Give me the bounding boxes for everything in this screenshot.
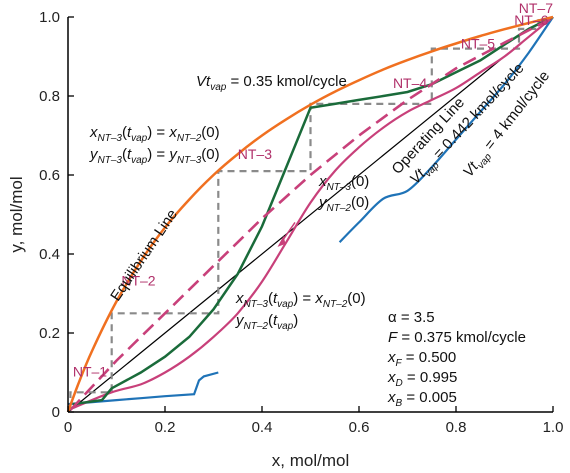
y-tick-label: 0.2 bbox=[39, 325, 60, 342]
math-part: ) = bbox=[147, 146, 169, 163]
math-part: t bbox=[127, 146, 132, 163]
math-sub: vap bbox=[131, 155, 148, 166]
label-sub: F bbox=[396, 358, 403, 369]
math-part: (0) bbox=[201, 124, 219, 141]
math-part: ( bbox=[268, 290, 273, 307]
math-annotation-6: yNT–2(tvap) bbox=[235, 312, 298, 332]
series-line-operating bbox=[69, 17, 552, 411]
math-part: ) = bbox=[293, 290, 315, 307]
math-annotation-4: yNT–2(0) bbox=[318, 194, 369, 214]
label-var: x bbox=[387, 349, 396, 366]
math-sub: NT–3 bbox=[98, 133, 123, 144]
stage-label: NT–7 bbox=[519, 0, 553, 16]
stage-label: NT–5 bbox=[461, 36, 495, 52]
math-annotation-5: xNT–3(tvap) = xNT–2(0) bbox=[235, 290, 366, 310]
math-part: (0) bbox=[347, 290, 365, 307]
series-line-pink bbox=[72, 16, 554, 410]
label-sub: D bbox=[396, 378, 403, 389]
math-part: x bbox=[89, 124, 98, 141]
math-sub: NT–3 bbox=[98, 155, 123, 166]
x-tick-label: 0 bbox=[64, 419, 72, 436]
math-sub: vap bbox=[277, 299, 294, 310]
math-sub: NT–3 bbox=[177, 155, 202, 166]
stage-label: NT–2 bbox=[121, 273, 155, 289]
x-tick-label: 0.8 bbox=[446, 419, 467, 436]
math-sub: NT–2 bbox=[323, 299, 348, 310]
x-tick-label: 0.4 bbox=[252, 419, 273, 436]
math-part: t bbox=[273, 290, 278, 307]
math-annotation-2: yNT–3(tvap) = yNT–3(0) bbox=[89, 146, 220, 166]
series-label-green: Vtvap = 0.35 kmol/cycle bbox=[196, 73, 347, 93]
param-xD: xD = 0.995 bbox=[387, 369, 457, 389]
math-part: y bbox=[235, 312, 245, 329]
math-part: x bbox=[314, 290, 323, 307]
y-tick-label: 0 bbox=[52, 404, 60, 421]
stage-label: NT–3 bbox=[238, 146, 272, 162]
math-part: t bbox=[127, 124, 132, 141]
math-sub: NT–2 bbox=[244, 321, 269, 332]
math-part: t bbox=[273, 312, 278, 329]
math-part: (0) bbox=[351, 194, 369, 211]
math-sub: NT–3 bbox=[244, 299, 269, 310]
x-tick-label: 0.6 bbox=[349, 419, 370, 436]
series-label-equilibrium: Equilibrium Line bbox=[107, 206, 181, 304]
math-sub: NT–3 bbox=[327, 182, 352, 193]
math-part: (0) bbox=[351, 173, 369, 190]
label-var: x bbox=[387, 369, 396, 386]
series-line-blue-upper bbox=[338, 16, 554, 243]
math-part: ) = bbox=[147, 124, 169, 141]
label-rest: = 0.35 kmol/cycle bbox=[226, 73, 346, 90]
math-part: ( bbox=[122, 124, 127, 141]
param-xF: xF = 0.500 bbox=[387, 349, 456, 369]
math-sub: vap bbox=[277, 321, 294, 332]
math-part: (0) bbox=[201, 146, 219, 163]
y-axis-title: y, mol/mol bbox=[7, 176, 26, 252]
param-alpha: α = 3.5 bbox=[388, 309, 435, 326]
label-var: x bbox=[387, 389, 396, 406]
label-var: Vt bbox=[196, 73, 211, 90]
x-tick-label: 0.2 bbox=[155, 419, 176, 436]
x-tick-label: 1.0 bbox=[543, 419, 564, 436]
math-part: x bbox=[318, 173, 327, 190]
math-sub: NT–2 bbox=[327, 203, 352, 214]
math-part: ) bbox=[293, 312, 298, 329]
math-part: y bbox=[318, 194, 328, 211]
label-rest: = 0.500 bbox=[402, 349, 457, 366]
math-part: y bbox=[168, 146, 178, 163]
math-annotation-3: xNT–3(0) bbox=[318, 173, 369, 193]
math-sub: NT–2 bbox=[177, 133, 202, 144]
y-tick-label: 1.0 bbox=[39, 9, 60, 26]
y-tick-label: 0.6 bbox=[39, 167, 60, 184]
label-rest: = 0.375 kmol/cycle bbox=[397, 329, 526, 346]
stage-label: NT–4 bbox=[393, 75, 427, 91]
y-tick-label: 0.4 bbox=[39, 246, 60, 263]
series-line-green bbox=[72, 15, 554, 406]
math-part: ( bbox=[122, 146, 127, 163]
math-part: x bbox=[168, 124, 177, 141]
label-var: F bbox=[388, 329, 398, 346]
param-xB: xB = 0.005 bbox=[387, 389, 457, 409]
param-F: F = 0.375 kmol/cycle bbox=[388, 329, 526, 346]
direction-arrow-head bbox=[277, 235, 286, 247]
stage-label: NT–6 bbox=[514, 12, 548, 28]
math-sub: vap bbox=[131, 133, 148, 144]
y-tick-label: 0.8 bbox=[39, 88, 60, 105]
math-annotation-1: xNT–3(tvap) = xNT–2(0) bbox=[89, 124, 220, 144]
series-line-blue-lower bbox=[67, 371, 219, 406]
label-sub: vap bbox=[210, 82, 227, 93]
stage-label: NT–1 bbox=[73, 363, 107, 379]
label-sub: B bbox=[396, 398, 403, 409]
label-rest: = 0.995 bbox=[403, 369, 458, 386]
math-part: x bbox=[235, 290, 244, 307]
math-part: ( bbox=[268, 312, 273, 329]
series-line-equilibrium bbox=[66, 15, 554, 413]
math-part: y bbox=[89, 146, 99, 163]
diagonal-line bbox=[67, 16, 554, 413]
label-rest: = 0.005 bbox=[402, 389, 457, 406]
x-axis-title: x, mol/mol bbox=[272, 451, 349, 470]
